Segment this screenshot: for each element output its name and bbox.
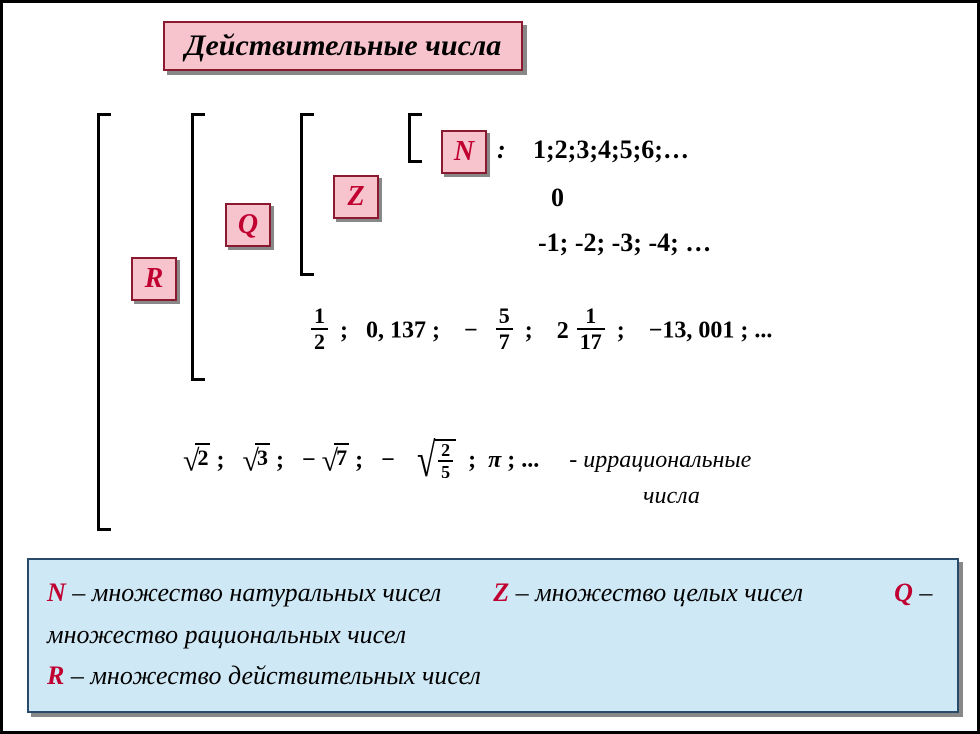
zero-value: 0 xyxy=(551,183,564,213)
bracket-z xyxy=(300,113,314,276)
negatives-list: -1; -2; -3; -4; … xyxy=(538,228,711,258)
bracket-r xyxy=(97,113,111,531)
naturals-list: 1;2;3;4;5;6;… xyxy=(533,135,689,165)
legend-box: N – множество натуральных чисел Z – множ… xyxy=(27,558,959,713)
fraction-1-17: 1 17 xyxy=(577,305,605,353)
sqrt-3: √3 xyxy=(242,443,269,478)
set-label-q: Q xyxy=(225,203,271,247)
set-label-r: R xyxy=(131,257,177,301)
fraction-5-7: 5 7 xyxy=(496,305,513,353)
bracket-q xyxy=(191,113,205,381)
rationals-line: 1 2 ; 0, 137 ; − 5 7 ; 2 1 17 ; −13, 001… xyxy=(311,307,772,355)
fraction-1-2: 1 2 xyxy=(311,305,328,353)
set-label-z: Z xyxy=(333,175,379,219)
irrationals-line: √2 ; √3 ; − √7 ; − √ 2 5 ; π ; ... - ирр… xyxy=(183,433,751,488)
page-title: Действительные числа xyxy=(163,21,523,71)
sqrt-7: √7 xyxy=(322,443,349,478)
sqrt-2-5: √ 2 5 xyxy=(413,433,456,488)
n-colon: : xyxy=(497,135,506,165)
irrationals-label-2: числа xyxy=(643,483,700,510)
set-label-n: N xyxy=(441,130,487,174)
bracket-n xyxy=(408,113,422,163)
sqrt-2: √2 xyxy=(183,443,210,478)
